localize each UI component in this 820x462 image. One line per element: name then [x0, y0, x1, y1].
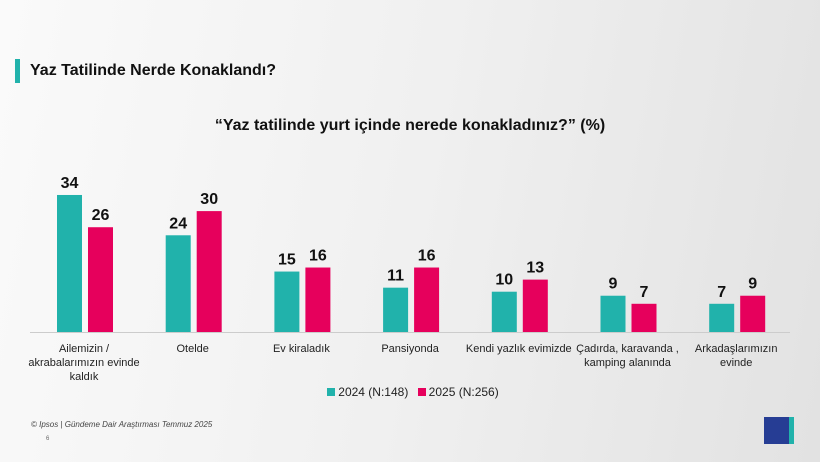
- data-label: 10: [495, 272, 513, 289]
- legend-swatch-2024: [327, 388, 336, 396]
- data-label: 15: [278, 252, 296, 269]
- bar: [196, 211, 222, 332]
- page-number: 6: [46, 436, 50, 442]
- bar: [600, 295, 626, 332]
- legend-label-2025: 2025 (N:256): [428, 385, 499, 399]
- data-label: 7: [717, 284, 726, 301]
- bar: [491, 291, 517, 332]
- bar: [383, 287, 409, 332]
- data-label: 24: [169, 215, 187, 232]
- legend-swatch-2025: [417, 388, 426, 396]
- data-label: 13: [526, 260, 544, 277]
- data-label: 16: [309, 248, 327, 265]
- bar: [88, 227, 113, 332]
- bar: [709, 303, 735, 332]
- bar: [57, 194, 82, 332]
- bar-chart: 34 26 Ailemizin / akrabalarımızın evinde kal…: [28, 175, 790, 383]
- legend: 2024 (N:148) 2025 (N:256): [0, 385, 820, 399]
- source-note: © Ipsos | Gündeme Dair Araştırması Temmu…: [31, 420, 213, 429]
- data-label: 9: [748, 276, 757, 293]
- chart-title: “Yaz tatilinde yurt içinde nerede konakl…: [214, 117, 606, 134]
- data-label: 9: [609, 276, 618, 293]
- category-label: Arkadaşlarımızın evinde: [695, 343, 778, 369]
- bar: [274, 271, 300, 332]
- data-label: 26: [92, 207, 110, 224]
- data-label: 11: [387, 268, 404, 285]
- legend-label-2024: 2024 (N:148): [338, 385, 409, 399]
- category-label: Kendi yazlık evimizde: [466, 343, 572, 355]
- bar: [305, 267, 331, 332]
- data-label: 34: [61, 175, 79, 192]
- page-title: Yaz Tatilinde Nerde Konaklandı?: [30, 62, 276, 79]
- category-label: Otelde: [176, 343, 208, 355]
- category-label: Ev kiraladık: [273, 343, 330, 355]
- bar: [740, 295, 766, 332]
- data-label: 16: [418, 248, 436, 265]
- bar: [631, 303, 657, 332]
- bar: [522, 279, 548, 332]
- title-accent-bar: [15, 59, 20, 83]
- bar: [414, 267, 440, 332]
- bar: [165, 235, 191, 332]
- data-label: 7: [640, 284, 649, 301]
- category-label: Pansiyonda: [381, 343, 439, 355]
- category-label: Ailemizin / akrabalarımızın evinde kaldık: [28, 343, 139, 383]
- ipsos-logo: [764, 417, 794, 444]
- category-label: Çadırda, karavanda , kamping alanında: [576, 343, 679, 369]
- data-label: 30: [200, 191, 218, 208]
